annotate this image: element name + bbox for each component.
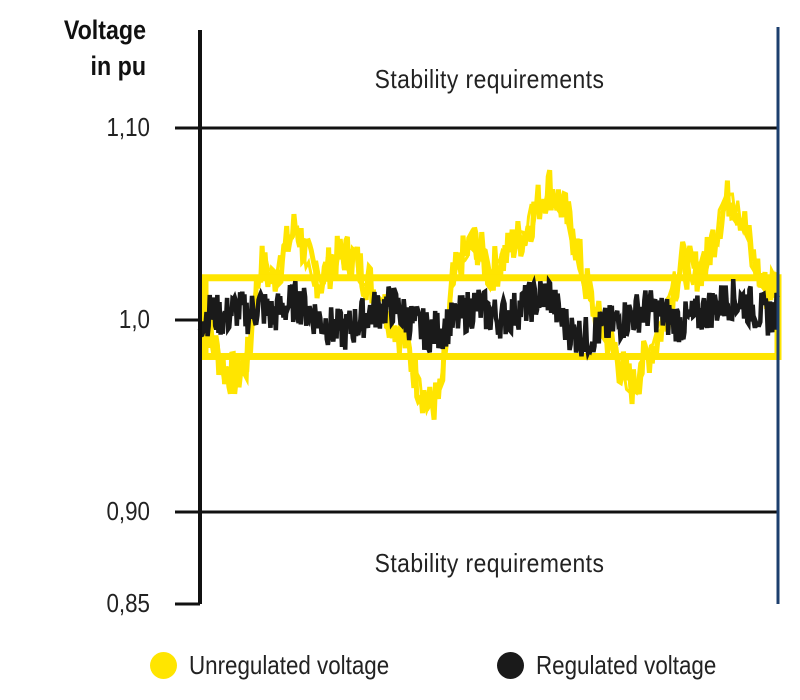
- upper-zone-label: Stability requirements: [374, 64, 604, 94]
- legend-label-unregulated: Unregulated voltage: [189, 650, 390, 680]
- unregulated-voltage-line: [198, 169, 781, 420]
- legend-item-regulated: Regulated voltage: [497, 650, 746, 681]
- chart-axes: [175, 27, 780, 606]
- chart-legend: Unregulated voltage Regulated voltage: [0, 650, 800, 690]
- y-tick-label: 0,85: [106, 588, 150, 618]
- regulated-voltage-layer: [197, 274, 780, 361]
- unregulated-voltage-layer: [198, 169, 781, 420]
- y-tick-label: 0,90: [106, 496, 150, 526]
- y-tick-label: 1,0: [118, 304, 150, 334]
- legend-label-regulated: Regulated voltage: [536, 650, 717, 680]
- y-axis-label-line1: Voltage: [63, 15, 146, 45]
- unregulated-voltage-line-detail: [199, 191, 779, 412]
- regulated-marker-icon: [497, 652, 524, 679]
- legend-item-unregulated: Unregulated voltage: [150, 650, 422, 681]
- voltage-chart: [175, 27, 782, 606]
- regulated-voltage-line: [197, 274, 780, 361]
- y-axis-label-line2: in pu: [90, 51, 146, 81]
- unregulated-marker-icon: [150, 652, 177, 679]
- y-tick-label: 1,10: [106, 112, 150, 142]
- lower-zone-label: Stability requirements: [374, 548, 604, 578]
